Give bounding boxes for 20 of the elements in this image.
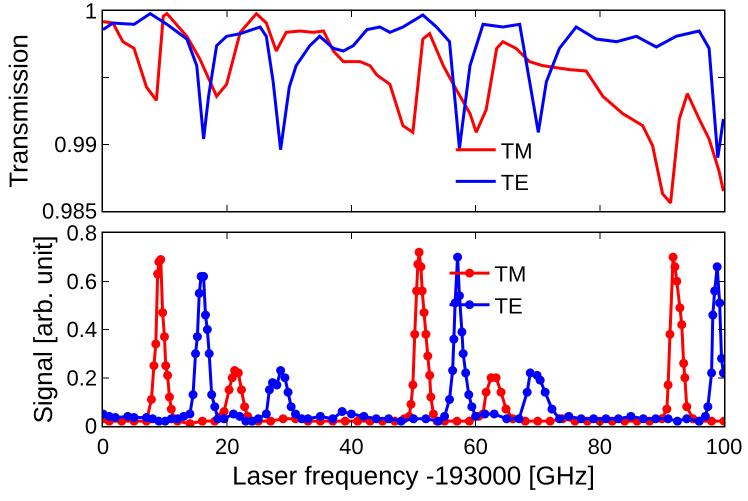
legend-label: TE [500,170,529,195]
y-tick-label: 0 [84,414,98,439]
y-axis-title: Transmission [4,34,34,188]
x-tick-label: 80 [588,434,612,459]
line-series [103,12,724,204]
line-series [103,12,724,160]
y-tick-label: 0.4 [66,317,98,342]
legend-label: TE [494,293,523,318]
x-tick-label: 40 [339,434,364,459]
legend-label: TM [500,138,533,164]
y-tick-label: 1 [84,0,98,24]
x-axis-title: Laser frequency -193000 [GHz] [232,460,595,490]
x-tick-label: 100 [706,434,742,459]
x-tick-label: 60 [463,434,488,459]
y-tick-label: 0.6 [66,268,98,294]
y-axis-title: Signal [arb. unit] [28,236,58,424]
y-tick-label: 0.99 [54,132,98,158]
x-tick-label: 20 [214,434,240,459]
legend-label: TM [494,262,526,287]
y-tick-label: 0.2 [66,365,98,390]
